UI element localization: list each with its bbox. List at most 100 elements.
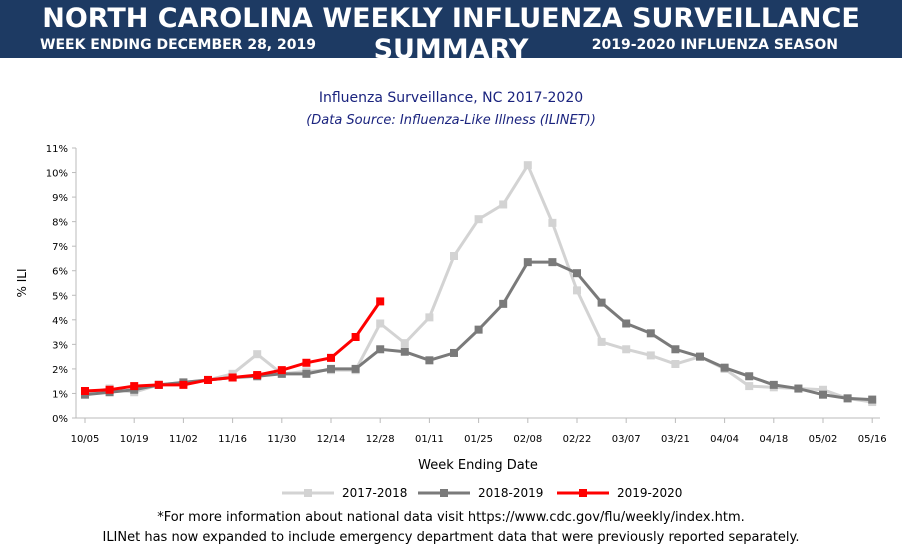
y-tick-label: 4% <box>52 316 68 327</box>
data-point-2018-2019 <box>868 395 877 404</box>
x-tick-label: 12/14 <box>317 434 346 445</box>
x-tick-label: 05/16 <box>858 434 887 445</box>
data-point-2018-2019 <box>474 325 483 334</box>
data-point-2019-2020 <box>204 375 212 384</box>
y-tick-label: 9% <box>52 193 68 204</box>
legend-marker-2017-2018 <box>304 489 312 497</box>
data-point-2019-2020 <box>130 382 139 391</box>
data-point-2018-2019 <box>794 384 803 393</box>
data-point-2018-2019 <box>769 380 778 389</box>
week-ending: WEEK ENDING DECEMBER 28, 2019 <box>40 37 316 53</box>
data-point-2018-2019 <box>425 356 434 365</box>
data-point-2018-2019 <box>573 269 581 278</box>
y-tick-label: 2% <box>52 365 68 376</box>
x-tick-label: 11/02 <box>169 434 198 445</box>
data-point-2018-2019 <box>819 390 827 399</box>
data-point-2018-2019 <box>671 345 680 354</box>
y-tick-label: 6% <box>52 267 68 278</box>
data-point-2017-2018 <box>548 218 557 227</box>
data-point-2019-2020 <box>253 371 262 380</box>
data-point-2017-2018 <box>573 286 581 295</box>
x-tick-label: 12/28 <box>366 434 395 445</box>
data-point-2018-2019 <box>327 364 335 373</box>
x-tick-label: 10/19 <box>120 434 149 445</box>
data-point-2018-2019 <box>400 347 409 356</box>
data-point-2018-2019 <box>548 258 557 267</box>
x-tick-label: 01/11 <box>415 434 444 445</box>
data-point-2019-2020 <box>228 373 237 382</box>
data-point-2018-2019 <box>523 258 532 267</box>
data-point-2017-2018 <box>745 382 754 391</box>
x-tick-label: 04/04 <box>710 434 739 445</box>
x-tick-label: 04/18 <box>759 434 788 445</box>
data-point-2018-2019 <box>499 299 508 308</box>
data-point-2019-2020 <box>302 358 311 367</box>
data-point-2017-2018 <box>622 345 631 354</box>
x-tick-label: 10/05 <box>71 434 100 445</box>
x-axis-label: Week Ending Date <box>418 458 538 473</box>
data-point-2017-2018 <box>425 313 434 322</box>
legend-label: 2019-2020 <box>617 486 682 500</box>
x-tick-label: 02/08 <box>513 434 542 445</box>
data-point-2019-2020 <box>277 366 286 375</box>
data-point-2017-2018 <box>499 200 508 209</box>
data-point-2018-2019 <box>351 364 360 373</box>
data-point-2017-2018 <box>376 319 385 328</box>
data-point-2018-2019 <box>597 298 606 307</box>
data-point-2017-2018 <box>671 360 680 368</box>
y-tick-label: 8% <box>52 218 68 229</box>
x-tick-label: 11/30 <box>267 434 296 445</box>
x-tick-label: 11/16 <box>218 434 247 445</box>
y-tick-label: 10% <box>46 169 68 180</box>
data-point-2018-2019 <box>622 319 631 328</box>
season-label: 2019-2020 INFLUENZA SEASON <box>591 37 838 53</box>
data-point-2019-2020 <box>81 387 89 395</box>
data-point-2018-2019 <box>696 352 704 361</box>
data-point-2019-2020 <box>154 380 163 389</box>
report-title: NORTH CAROLINA WEEKLY INFLUENZA SURVEILL… <box>42 3 860 65</box>
legend-marker-2019-2020 <box>579 489 587 497</box>
data-point-2018-2019 <box>302 369 311 378</box>
data-point-2017-2018 <box>523 161 532 170</box>
series-line-2017-2018 <box>84 161 873 404</box>
data-point-2018-2019 <box>720 363 729 372</box>
data-point-2017-2018 <box>400 339 409 348</box>
chart-title: Influenza Surveillance, NC 2017-2020 <box>318 90 584 106</box>
data-point-2017-2018 <box>474 215 483 224</box>
legend-label: 2018-2019 <box>478 486 543 500</box>
x-tick-label: 03/07 <box>612 434 641 445</box>
data-point-2019-2020 <box>327 353 335 362</box>
data-point-2018-2019 <box>646 329 655 338</box>
y-tick-label: 0% <box>52 414 68 425</box>
data-point-2018-2019 <box>376 345 385 354</box>
data-point-2017-2018 <box>819 385 827 394</box>
data-point-2018-2019 <box>450 348 458 357</box>
data-point-2017-2018 <box>646 351 655 360</box>
y-tick-label: 7% <box>52 242 68 253</box>
data-point-2017-2018 <box>597 337 606 346</box>
x-tick-label: 02/22 <box>563 434 592 445</box>
data-point-2019-2020 <box>376 297 385 306</box>
y-tick-label: 1% <box>52 389 68 400</box>
legend-marker-2018-2019 <box>440 489 448 497</box>
data-point-2017-2018 <box>450 252 458 260</box>
data-point-2018-2019 <box>745 372 754 381</box>
x-tick-label: 03/21 <box>661 434 690 445</box>
y-tick-label: 11% <box>46 144 68 155</box>
data-point-2019-2020 <box>179 380 188 389</box>
footnote-ilinet: ILINet has now expanded to include emerg… <box>102 530 800 545</box>
footnote-cdc: *For more information about national dat… <box>157 510 745 525</box>
data-point-2019-2020 <box>351 333 360 341</box>
y-tick-label: 3% <box>52 340 68 351</box>
data-point-2018-2019 <box>843 394 852 403</box>
chart-subtitle: (Data Source: Influenza-Like Illness (IL… <box>306 113 596 128</box>
x-tick-label: 05/02 <box>809 434 838 445</box>
data-point-2019-2020 <box>105 385 114 394</box>
legend-label: 2017-2018 <box>342 486 407 500</box>
report-header: NORTH CAROLINA WEEKLY INFLUENZA SURVEILL… <box>0 0 902 65</box>
data-point-2017-2018 <box>253 350 262 359</box>
y-tick-label: 5% <box>52 291 68 302</box>
y-axis-label: % ILI <box>15 269 29 298</box>
x-tick-label: 01/25 <box>464 434 493 445</box>
